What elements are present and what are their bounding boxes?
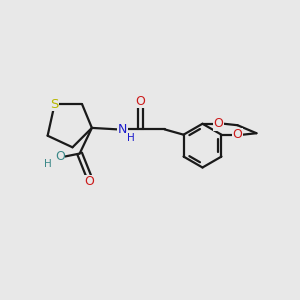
- Text: O: O: [84, 176, 94, 188]
- Text: O: O: [232, 128, 242, 141]
- Text: N: N: [118, 123, 127, 136]
- Text: O: O: [55, 150, 65, 163]
- Text: H: H: [127, 133, 135, 142]
- Text: S: S: [50, 98, 59, 111]
- Text: H: H: [44, 159, 51, 169]
- Text: O: O: [214, 117, 224, 130]
- Text: O: O: [136, 95, 146, 108]
